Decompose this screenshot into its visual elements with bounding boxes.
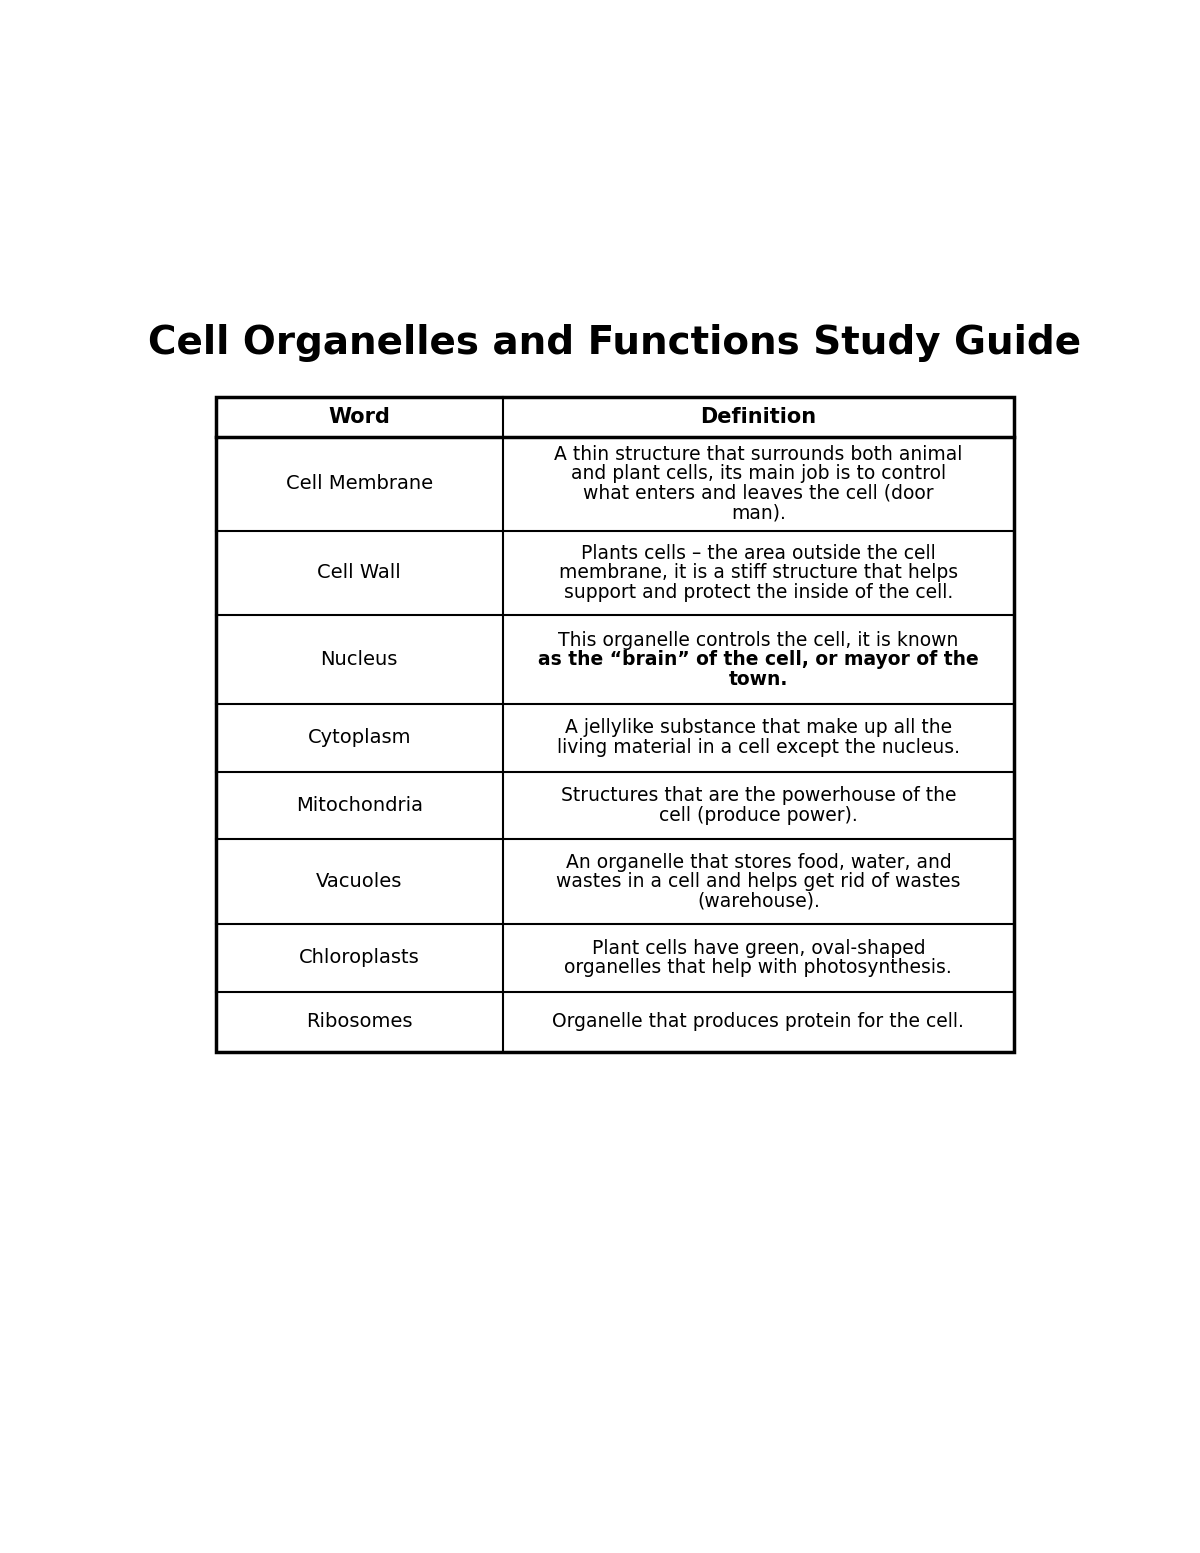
Text: Cell Wall: Cell Wall <box>317 564 401 582</box>
Text: A jellylike substance that make up all the: A jellylike substance that make up all t… <box>565 719 952 738</box>
Text: Definition: Definition <box>701 407 816 427</box>
Text: Nucleus: Nucleus <box>320 651 398 669</box>
Text: man).: man). <box>731 503 786 522</box>
Text: An organelle that stores food, water, and: An organelle that stores food, water, an… <box>565 853 952 871</box>
Text: what enters and leaves the cell (door: what enters and leaves the cell (door <box>583 485 934 503</box>
Text: Word: Word <box>329 407 390 427</box>
Text: and plant cells, its main job is to control: and plant cells, its main job is to cont… <box>571 464 946 483</box>
Text: Structures that are the powerhouse of the: Structures that are the powerhouse of th… <box>560 786 956 804</box>
Text: support and protect the inside of the cell.: support and protect the inside of the ce… <box>564 582 953 603</box>
Bar <box>216 396 1014 1051</box>
Text: wastes in a cell and helps get rid of wastes: wastes in a cell and helps get rid of wa… <box>556 873 961 891</box>
Text: A thin structure that surrounds both animal: A thin structure that surrounds both ani… <box>554 444 962 464</box>
Text: (warehouse).: (warehouse). <box>697 891 820 910</box>
Text: Cell Organelles and Functions Study Guide: Cell Organelles and Functions Study Guid… <box>149 323 1081 362</box>
Text: cell (produce power).: cell (produce power). <box>659 806 858 825</box>
Text: membrane, it is a stiff structure that helps: membrane, it is a stiff structure that h… <box>559 564 958 582</box>
Text: Vacuoles: Vacuoles <box>316 873 402 891</box>
Text: Organelle that produces protein for the cell.: Organelle that produces protein for the … <box>552 1013 965 1031</box>
Text: Mitochondria: Mitochondria <box>295 797 422 815</box>
Text: organelles that help with photosynthesis.: organelles that help with photosynthesis… <box>564 958 953 977</box>
Text: Plant cells have green, oval-shaped: Plant cells have green, oval-shaped <box>592 938 925 958</box>
Text: This organelle controls the cell, it is known: This organelle controls the cell, it is … <box>558 631 959 649</box>
Text: as the “brain” of the cell, or mayor of the: as the “brain” of the cell, or mayor of … <box>538 651 979 669</box>
Text: Cell Membrane: Cell Membrane <box>286 474 433 494</box>
Text: Cytoplasm: Cytoplasm <box>307 728 410 747</box>
Text: living material in a cell except the nucleus.: living material in a cell except the nuc… <box>557 738 960 756</box>
Text: Ribosomes: Ribosomes <box>306 1013 413 1031</box>
Text: Plants cells – the area outside the cell: Plants cells – the area outside the cell <box>581 544 936 562</box>
Text: Chloroplasts: Chloroplasts <box>299 949 420 968</box>
Text: town.: town. <box>728 669 788 688</box>
